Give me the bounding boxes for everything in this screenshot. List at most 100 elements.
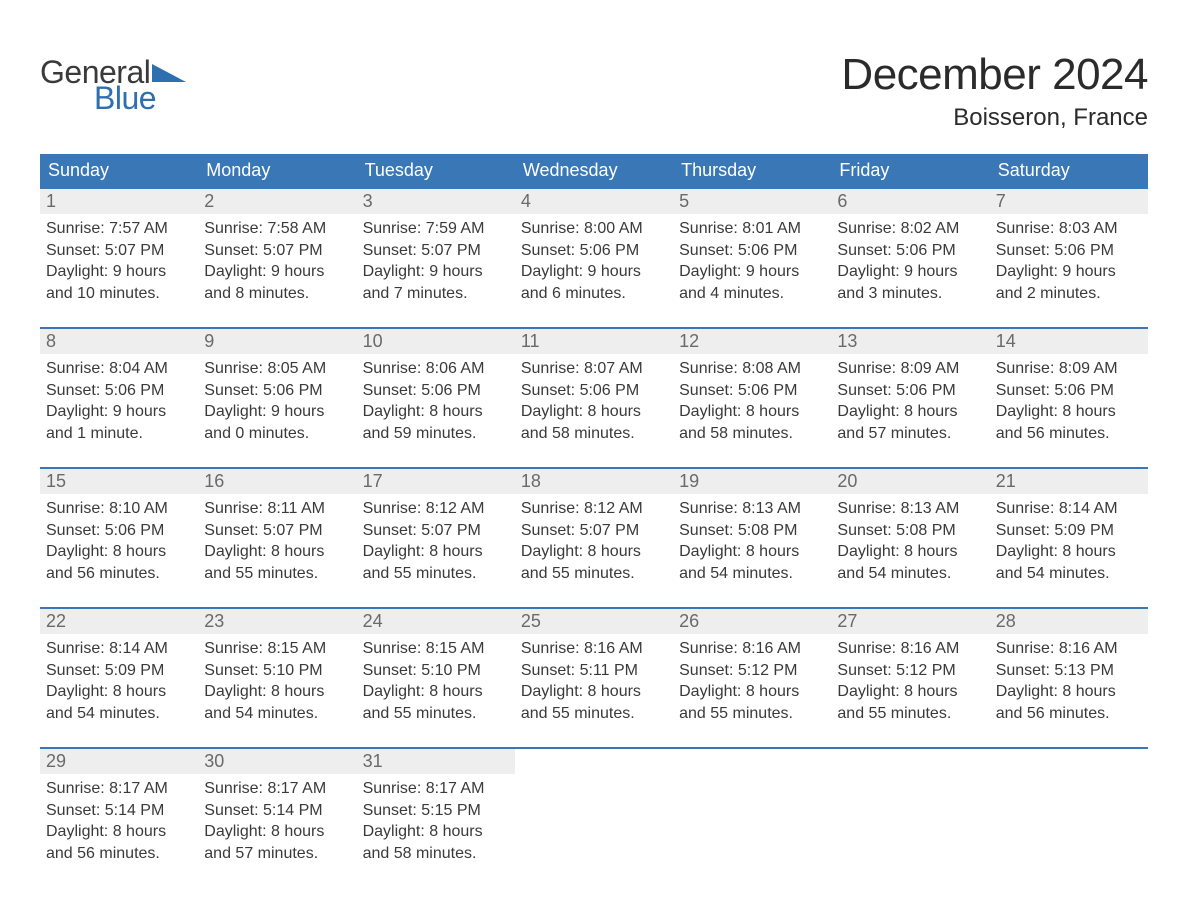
sunset-value: 5:06 PM [580,242,640,259]
calendar-day: 15Sunrise: 8:10 AMSunset: 5:06 PMDayligh… [40,469,198,589]
day-number: 26 [673,609,831,634]
daylight-line-1: Daylight: 8 hours [837,401,983,423]
sunset-line: Sunset: 5:13 PM [996,660,1142,682]
sunset-line: Sunset: 5:07 PM [204,520,350,542]
daylight-line-1: Daylight: 8 hours [837,541,983,563]
daylight-line-2: and 3 minutes. [837,283,983,305]
daylight-label: Daylight: [46,543,108,560]
day-details: Sunrise: 8:02 AMSunset: 5:06 PMDaylight:… [831,214,989,308]
sunrise-value: 8:15 AM [267,640,326,657]
day-number: 25 [515,609,673,634]
sunset-label: Sunset: [204,802,258,819]
sunset-label: Sunset: [837,242,891,259]
daylight-label: Daylight: [204,683,266,700]
daylight-line-2: and 54 minutes. [679,563,825,585]
day-details: Sunrise: 8:00 AMSunset: 5:06 PMDaylight:… [515,214,673,308]
daylight-value-1: 9 hours [429,263,482,280]
sunrise-value: 8:01 AM [742,220,801,237]
day-details: Sunrise: 7:58 AMSunset: 5:07 PMDaylight:… [198,214,356,308]
daylight-label: Daylight: [363,823,425,840]
sunset-line: Sunset: 5:09 PM [46,660,192,682]
daylight-value-1: 8 hours [588,403,641,420]
sunrise-label: Sunrise: [521,220,580,237]
day-number: 31 [357,749,515,774]
daylight-line-2: and 8 minutes. [204,283,350,305]
sunset-line: Sunset: 5:15 PM [363,800,509,822]
sunrise-value: 8:17 AM [267,780,326,797]
sunset-value: 5:14 PM [263,802,323,819]
day-details: Sunrise: 8:17 AM Sunset: 5:14 PM Daylight:… [198,774,356,868]
calendar-day [831,749,989,869]
daylight-line-1: Daylight: 8 hours [996,681,1142,703]
day-details: Sunrise: 8:16 AMSunset: 5:13 PMDaylight:… [990,634,1148,728]
calendar-day: 2Sunrise: 7:58 AMSunset: 5:07 PMDaylight… [198,189,356,309]
daylight-label: Daylight: [521,543,583,560]
daylight-line-2: and 54 minutes. [837,563,983,585]
calendar-page: General Blue December 2024 Boisseron, Fr… [0,0,1188,909]
calendar-day: 21Sunrise: 8:14 AMSunset: 5:09 PMDayligh… [990,469,1148,589]
day-number: 24 [357,609,515,634]
sunrise-line: Sunrise: 8:16 AM [679,638,825,660]
day-number: 21 [990,469,1148,494]
dow-monday: Monday [198,154,356,187]
sunrise-line: Sunrise: 8:15 AM [204,638,350,660]
sunrise-label: Sunrise: [204,360,263,377]
sunrise-label: Sunrise: [363,360,422,377]
sunrise-value: 8:13 AM [742,500,801,517]
daylight-value-1: 8 hours [746,683,799,700]
sunrise-line: Sunrise: 7:59 AM [363,218,509,240]
sunset-label: Sunset: [46,242,100,259]
sunset-label: Sunset: [521,242,575,259]
sunset-label: Sunset: [521,662,575,679]
daylight-value-1: 9 hours [746,263,799,280]
day-number: 29 [40,749,198,774]
calendar-day [673,749,831,869]
day-details: Sunrise: 8:14 AMSunset: 5:09 PMDaylight:… [40,634,198,728]
sunrise-value: 8:13 AM [901,500,960,517]
daylight-line-1: Daylight: 8 hours [204,821,350,843]
sunset-value: 5:06 PM [896,242,956,259]
sunrise-line: Sunrise: 8:06 AM [363,358,509,380]
sunset-line: Sunset: 5:06 PM [521,240,667,262]
day-number: 9 [198,329,356,354]
sunset-line: Sunset: 5:06 PM [679,380,825,402]
sunset-line: Sunset: 5:10 PM [363,660,509,682]
sunset-line: Sunset: 5:07 PM [521,520,667,542]
sunset-line: Sunset: 5:07 PM [363,240,509,262]
sunset-value: 5:06 PM [896,382,956,399]
sunrise-label: Sunrise: [521,360,580,377]
sunrise-label: Sunrise: [521,500,580,517]
sunrise-value: 8:09 AM [901,360,960,377]
daylight-label: Daylight: [363,683,425,700]
brand-bottom-text: Blue [94,82,186,114]
daylight-value-1: 8 hours [429,543,482,560]
daylight-line-2: and 55 minutes. [521,703,667,725]
daylight-value-1: 8 hours [113,823,166,840]
daylight-label: Daylight: [521,263,583,280]
sunset-label: Sunset: [46,522,100,539]
daylight-line-2: and 7 minutes. [363,283,509,305]
sunset-line: Sunset: 5:06 PM [837,380,983,402]
calendar-day: 24Sunrise: 8:15 AMSunset: 5:10 PMDayligh… [357,609,515,729]
daylight-line-2: and 57 minutes. [837,423,983,445]
daylight-label: Daylight: [679,683,741,700]
daylight-value-1: 9 hours [113,403,166,420]
calendar-day: 10Sunrise: 8:06 AMSunset: 5:06 PMDayligh… [357,329,515,449]
sunset-line: Sunset: 5:07 PM [363,520,509,542]
sunrise-label: Sunrise: [996,500,1055,517]
flag-icon [152,60,186,82]
sunrise-line: Sunrise: 8:17 AM [204,778,350,800]
sunset-label: Sunset: [679,662,733,679]
daylight-label: Daylight: [363,403,425,420]
daylight-line-2: and 55 minutes. [679,703,825,725]
calendar-day: 16Sunrise: 8:11 AMSunset: 5:07 PMDayligh… [198,469,356,589]
calendar-day: 25Sunrise: 8:16 AMSunset: 5:11 PMDayligh… [515,609,673,729]
daylight-line-1: Daylight: 9 hours [837,261,983,283]
daylight-line-1: Daylight: 9 hours [996,261,1142,283]
sunrise-value: 8:12 AM [426,500,485,517]
daylight-label: Daylight: [46,263,108,280]
day-details: Sunrise: 8:13 AMSunset: 5:08 PMDaylight:… [831,494,989,588]
day-number: 5 [673,189,831,214]
brand-logo: General Blue [40,56,186,114]
daylight-line-2: and 2 minutes. [996,283,1142,305]
